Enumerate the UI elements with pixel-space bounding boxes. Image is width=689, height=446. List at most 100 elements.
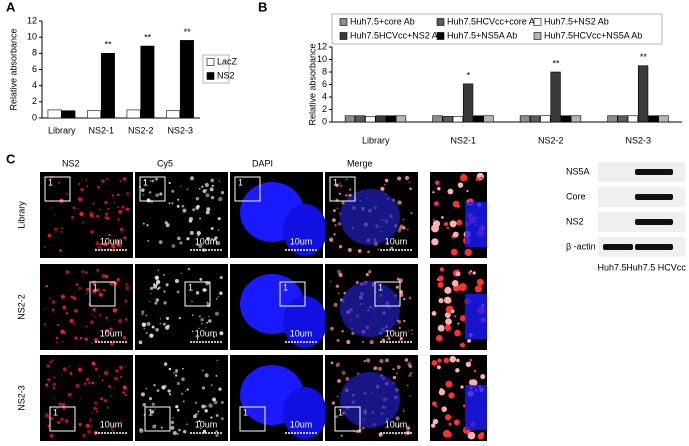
signal-dot	[90, 320, 94, 325]
signal-dot	[53, 227, 58, 232]
signal-dot	[431, 359, 438, 366]
signal-dot	[154, 408, 156, 410]
bar	[462, 83, 474, 123]
y-tick-label: 6	[32, 64, 37, 74]
signal-dot	[480, 374, 486, 380]
signal-dot	[165, 325, 170, 330]
signal-dot	[151, 179, 155, 183]
signal-dot	[60, 329, 65, 334]
signal-dot	[336, 338, 340, 343]
signal-dot	[155, 327, 159, 332]
signal-dot	[90, 313, 92, 315]
inset-label: 1	[283, 282, 288, 292]
signal-dot	[104, 274, 109, 279]
signal-dot	[337, 378, 341, 383]
zoom-nucleus	[465, 294, 487, 339]
signal-dot	[404, 358, 409, 362]
signal-dot	[447, 188, 454, 195]
signal-dot	[93, 316, 96, 318]
signal-dot	[402, 408, 405, 410]
signal-dot	[92, 307, 96, 312]
signal-dot	[148, 191, 152, 194]
signal-dot	[143, 179, 146, 182]
signal-dot	[47, 416, 50, 419]
signal-dot	[435, 334, 443, 342]
legend-label: Huh7.5HCVcc+core Ab	[447, 16, 540, 26]
signal-dot	[101, 179, 105, 183]
signal-dot	[122, 335, 127, 340]
protein-label: NS5A	[566, 166, 590, 176]
y-tick-label: 2	[322, 104, 327, 114]
signal-dot	[214, 311, 219, 316]
signal-dot	[210, 195, 215, 200]
signal-dot	[156, 287, 160, 291]
scale-bar-label: 10um	[100, 419, 123, 429]
signal-dot	[329, 280, 332, 283]
signal-dot	[187, 267, 191, 271]
signal-dot	[107, 197, 109, 199]
signal-dot	[176, 408, 180, 412]
signal-dot	[399, 336, 403, 340]
signal-dot	[47, 233, 52, 238]
signal-dot	[71, 215, 75, 219]
signal-dot	[123, 236, 127, 240]
signal-dot	[191, 314, 194, 316]
signal-dot	[395, 416, 400, 421]
signal-dot	[106, 177, 109, 181]
signal-dot	[103, 399, 107, 403]
signal-dot	[219, 275, 223, 280]
signal-dot	[410, 329, 413, 331]
legend-box	[202, 54, 230, 84]
signal-dot	[86, 378, 89, 381]
signal-dot	[459, 342, 466, 348]
signal-dot	[366, 358, 371, 363]
signal-dot	[455, 271, 461, 277]
y-axis-label: Relative absorbance	[307, 43, 317, 125]
signal-dot	[181, 377, 185, 382]
signal-dot	[151, 402, 155, 406]
signal-dot	[357, 249, 362, 253]
signal-dot	[435, 180, 440, 186]
significance-label: **	[640, 52, 648, 62]
signal-dot	[467, 431, 476, 440]
signal-dot	[95, 410, 99, 413]
signal-dot	[464, 248, 472, 257]
zoom-nucleus	[465, 202, 487, 247]
signal-dot	[431, 238, 439, 246]
signal-dot	[403, 319, 406, 323]
signal-dot	[373, 366, 377, 370]
blot-band	[603, 244, 633, 250]
signal-dot	[445, 318, 452, 325]
signal-dot	[182, 208, 187, 213]
signal-dot	[48, 298, 51, 300]
signal-dot	[141, 310, 145, 314]
signal-dot	[44, 413, 50, 418]
signal-dot	[73, 292, 75, 294]
y-tick-label: 6	[322, 79, 327, 89]
signal-dot	[407, 362, 411, 366]
signal-dot	[150, 410, 155, 414]
bar	[395, 115, 407, 123]
signal-dot	[395, 433, 397, 436]
signal-dot	[153, 284, 158, 289]
signal-dot	[93, 406, 97, 410]
inset-box	[374, 281, 401, 307]
signal-dot	[406, 426, 411, 431]
x-tick-label: NS2-2	[538, 135, 564, 145]
signal-dot	[118, 319, 123, 324]
signal-dot	[334, 223, 337, 227]
signal-dot	[398, 326, 401, 330]
signal-dot	[78, 200, 80, 202]
scale-bar-label: 10um	[385, 236, 408, 246]
legend-swatch	[533, 32, 542, 40]
inset-box	[144, 406, 171, 432]
signal-dot	[397, 287, 399, 289]
signal-dot	[98, 245, 102, 249]
signal-dot	[75, 383, 80, 388]
column-header: NS2	[62, 158, 80, 168]
signal-dot	[98, 314, 102, 317]
bar	[344, 115, 356, 123]
signal-dot	[332, 218, 336, 222]
signal-dot	[86, 429, 92, 434]
y-tick-label: 0	[322, 116, 327, 126]
